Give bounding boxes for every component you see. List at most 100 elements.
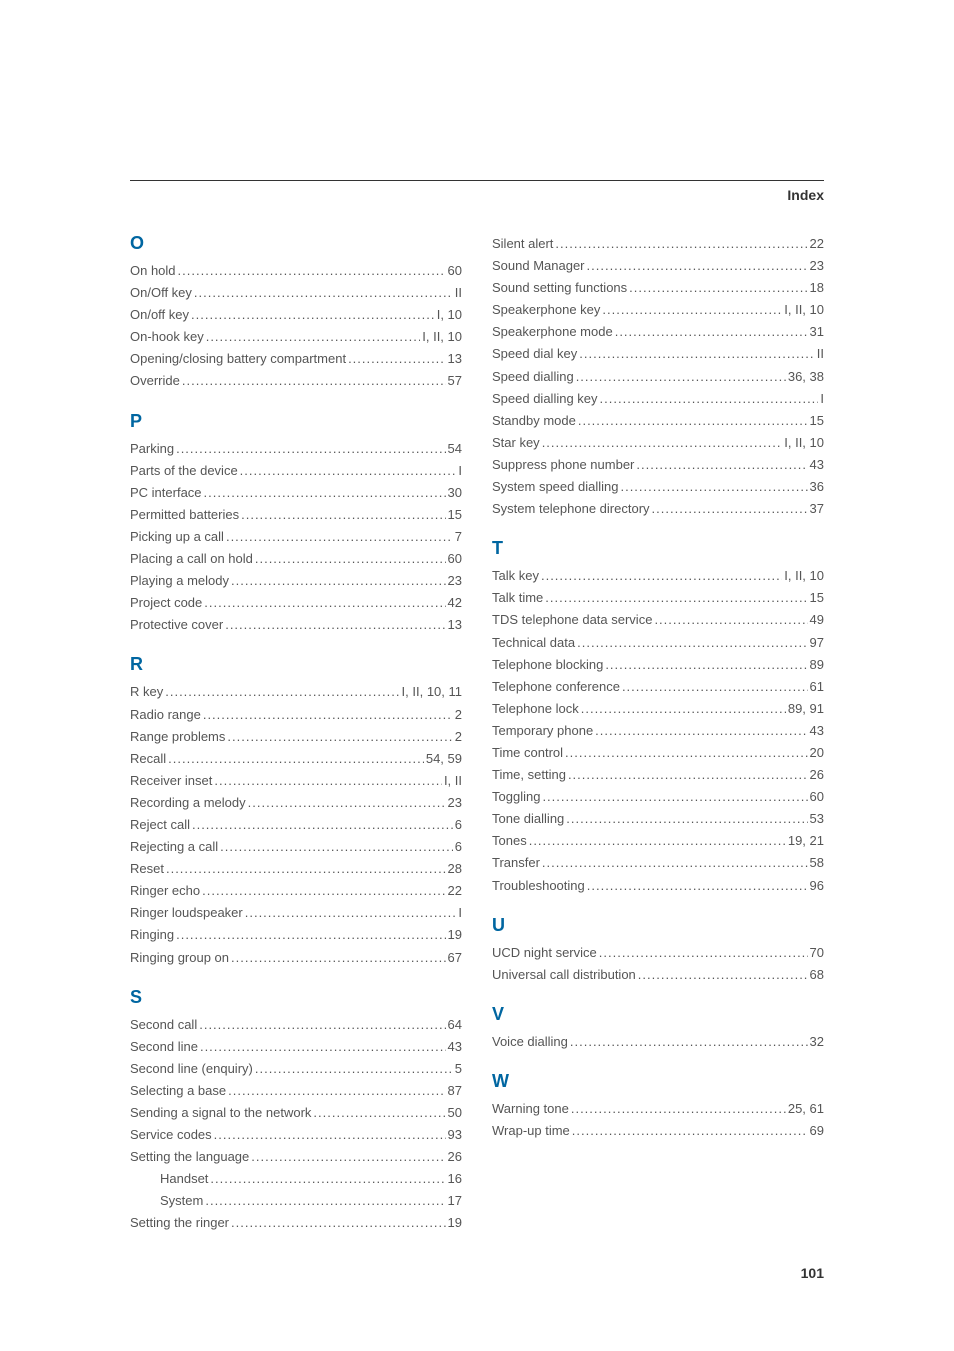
index-entry: Speed dial key II bbox=[492, 343, 824, 365]
index-entry: Picking up a call 7 bbox=[130, 526, 462, 548]
entry-page: 30 bbox=[448, 482, 462, 504]
entry-page: 2 bbox=[455, 726, 462, 748]
index-entry: Telephone lock 89, 91 bbox=[492, 698, 824, 720]
entry-leader-dots bbox=[165, 681, 399, 703]
entry-page: 23 bbox=[448, 570, 462, 592]
column-left: OOn hold 60On/Off key IIOn/off key I, 10… bbox=[130, 233, 462, 1235]
entry-leader-dots bbox=[178, 260, 446, 282]
index-entry: System telephone directory 37 bbox=[492, 498, 824, 520]
entry-label: Setting the language bbox=[130, 1146, 249, 1168]
entry-label: Speakerphone key bbox=[492, 299, 600, 321]
section-letter: R bbox=[130, 654, 462, 675]
entry-label: Second line (enquiry) bbox=[130, 1058, 253, 1080]
entry-label: R key bbox=[130, 681, 163, 703]
entry-label: Universal call distribution bbox=[492, 964, 636, 986]
section-letter: W bbox=[492, 1071, 824, 1092]
entry-label: Wrap-up time bbox=[492, 1120, 570, 1142]
entry-label: Placing a call on hold bbox=[130, 548, 253, 570]
entry-label: On hold bbox=[130, 260, 176, 282]
entry-page: 36 bbox=[810, 476, 824, 498]
entry-leader-dots bbox=[214, 1124, 446, 1146]
entry-leader-dots bbox=[542, 432, 783, 454]
entry-label: Playing a melody bbox=[130, 570, 229, 592]
index-entry: Service codes 93 bbox=[130, 1124, 462, 1146]
entry-page: 53 bbox=[810, 808, 824, 830]
entry-leader-dots bbox=[203, 704, 453, 726]
entry-page: 49 bbox=[810, 609, 824, 631]
entry-page: I bbox=[458, 902, 462, 924]
entry-label: Telephone conference bbox=[492, 676, 620, 698]
entry-label: System telephone directory bbox=[492, 498, 650, 520]
index-entry: Second line 43 bbox=[130, 1036, 462, 1058]
entry-label: Troubleshooting bbox=[492, 875, 585, 897]
entry-label: Temporary phone bbox=[492, 720, 593, 742]
entry-leader-dots bbox=[595, 720, 807, 742]
entry-page: 54 bbox=[448, 438, 462, 460]
entry-label: Permitted batteries bbox=[130, 504, 239, 526]
entry-page: 6 bbox=[455, 814, 462, 836]
index-entry: Technical data 97 bbox=[492, 632, 824, 654]
entry-page: 19 bbox=[448, 1212, 462, 1234]
entry-leader-dots bbox=[576, 366, 786, 388]
index-entry: Tone dialling 53 bbox=[492, 808, 824, 830]
entry-label: Time, setting bbox=[492, 764, 566, 786]
entry-page: 87 bbox=[448, 1080, 462, 1102]
entry-leader-dots bbox=[231, 570, 446, 592]
entry-page: 15 bbox=[810, 587, 824, 609]
entry-label: Radio range bbox=[130, 704, 201, 726]
entry-page: 54, 59 bbox=[426, 748, 462, 770]
index-entry: Setting the language 26 bbox=[130, 1146, 462, 1168]
entry-page: 20 bbox=[810, 742, 824, 764]
entry-leader-dots bbox=[348, 348, 445, 370]
entry-page: 23 bbox=[448, 792, 462, 814]
entry-page: 42 bbox=[448, 592, 462, 614]
entry-label: Transfer bbox=[492, 852, 540, 874]
entry-leader-dots bbox=[248, 792, 446, 814]
entry-label: Selecting a base bbox=[130, 1080, 226, 1102]
entry-label: Reset bbox=[130, 858, 164, 880]
entry-leader-dots bbox=[241, 504, 445, 526]
entry-label: Handset bbox=[160, 1168, 208, 1190]
entry-label: Telephone blocking bbox=[492, 654, 603, 676]
entry-page: 93 bbox=[448, 1124, 462, 1146]
entry-leader-dots bbox=[191, 304, 435, 326]
index-entry: Reject call 6 bbox=[130, 814, 462, 836]
index-entry: PC interface 30 bbox=[130, 482, 462, 504]
entry-leader-dots bbox=[192, 814, 453, 836]
entry-label: Ringer loudspeaker bbox=[130, 902, 243, 924]
entry-label: Star key bbox=[492, 432, 540, 454]
entry-label: Parts of the device bbox=[130, 460, 238, 482]
entry-page: 7 bbox=[455, 526, 462, 548]
index-entry: Reset 28 bbox=[130, 858, 462, 880]
entry-leader-dots bbox=[245, 902, 457, 924]
header-label: Index bbox=[130, 187, 824, 203]
entry-leader-dots bbox=[225, 614, 445, 636]
entry-leader-dots bbox=[654, 609, 807, 631]
entry-label: Opening/closing battery compartment bbox=[130, 348, 346, 370]
entry-leader-dots bbox=[555, 233, 807, 255]
entry-leader-dots bbox=[636, 454, 807, 476]
index-entry: Rejecting a call 6 bbox=[130, 836, 462, 858]
entry-label: Picking up a call bbox=[130, 526, 224, 548]
entry-leader-dots bbox=[255, 548, 446, 570]
index-entry: On-hook key I, II, 10 bbox=[130, 326, 462, 348]
entry-leader-dots bbox=[572, 1120, 808, 1142]
index-entry: Parts of the device I bbox=[130, 460, 462, 482]
entry-label: Speed dialling key bbox=[492, 388, 598, 410]
entry-leader-dots bbox=[599, 942, 808, 964]
entry-page: 16 bbox=[448, 1168, 462, 1190]
entry-label: On/off key bbox=[130, 304, 189, 326]
entry-label: Tones bbox=[492, 830, 527, 852]
index-entry: R key I, II, 10, 11 bbox=[130, 681, 462, 703]
index-entry: Transfer 58 bbox=[492, 852, 824, 874]
entry-label: Second call bbox=[130, 1014, 197, 1036]
index-entry: Permitted batteries 15 bbox=[130, 504, 462, 526]
index-entry: Placing a call on hold 60 bbox=[130, 548, 462, 570]
section-letter: P bbox=[130, 411, 462, 432]
entry-leader-dots bbox=[581, 698, 786, 720]
entry-leader-dots bbox=[255, 1058, 453, 1080]
entry-leader-dots bbox=[206, 326, 421, 348]
entry-leader-dots bbox=[629, 277, 807, 299]
entry-page: 43 bbox=[810, 720, 824, 742]
entry-leader-dots bbox=[578, 410, 808, 432]
